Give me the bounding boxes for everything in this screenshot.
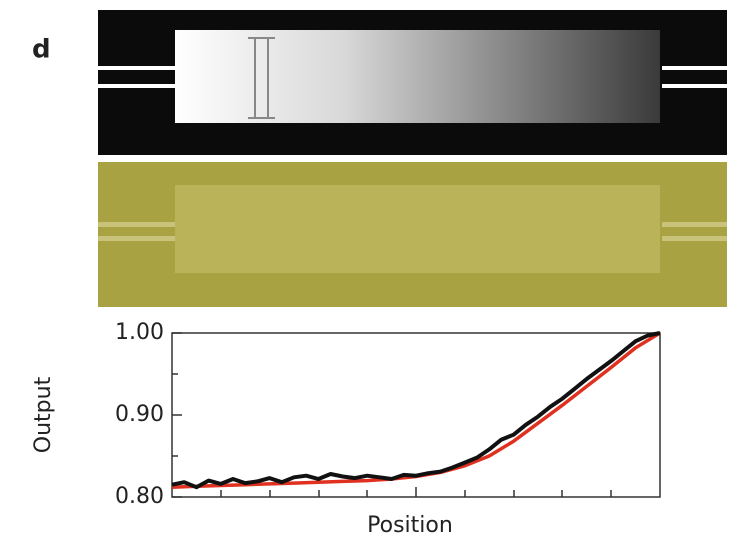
y-tick-label: 0.80	[115, 484, 164, 509]
figure: d Output Position 0.80 0.90 1.00	[0, 0, 733, 544]
device-photo	[98, 162, 727, 307]
plot	[172, 333, 660, 497]
y-axis-label: Output	[31, 376, 56, 453]
y-tick-label: 0.90	[115, 402, 164, 427]
y-tick-label: 1.00	[115, 320, 164, 345]
device-image	[98, 10, 727, 155]
panel-label: d	[32, 35, 51, 65]
x-axis-label: Position	[367, 513, 453, 538]
page: {"chart_data": { "type": "line", "panel_…	[0, 0, 733, 544]
